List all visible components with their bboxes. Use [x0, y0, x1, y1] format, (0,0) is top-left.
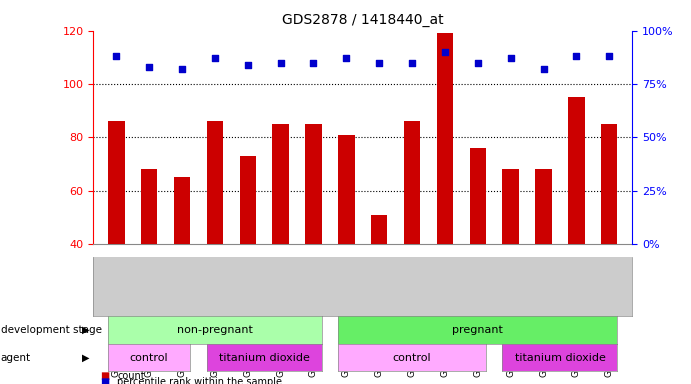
Point: [243, 62, 254, 68]
Bar: [371, 215, 388, 244]
Bar: [404, 121, 420, 244]
Point: [538, 66, 549, 72]
Text: development stage: development stage: [1, 325, 102, 335]
Text: control: control: [392, 353, 431, 362]
Text: titanium dioxide: titanium dioxide: [219, 353, 310, 362]
Text: titanium dioxide: titanium dioxide: [515, 353, 605, 362]
Bar: [502, 169, 519, 244]
Text: ▶: ▶: [82, 353, 89, 362]
Point: [439, 49, 451, 55]
Bar: [601, 124, 618, 244]
Text: non-pregnant: non-pregnant: [177, 325, 253, 335]
Point: [374, 60, 385, 66]
Bar: [470, 148, 486, 244]
Point: [275, 60, 286, 66]
Point: [111, 53, 122, 60]
Point: [604, 53, 615, 60]
Text: ▶: ▶: [82, 325, 89, 335]
Bar: [305, 124, 322, 244]
Text: control: control: [130, 353, 169, 362]
Bar: [174, 177, 190, 244]
Point: [308, 60, 319, 66]
Bar: [108, 121, 124, 244]
Point: [341, 55, 352, 61]
Point: [505, 55, 516, 61]
Title: GDS2878 / 1418440_at: GDS2878 / 1418440_at: [282, 13, 444, 27]
Bar: [272, 124, 289, 244]
Bar: [536, 169, 551, 244]
Bar: [338, 135, 354, 244]
Point: [176, 66, 187, 72]
Point: [472, 60, 483, 66]
Bar: [207, 121, 223, 244]
Text: pregnant: pregnant: [453, 325, 503, 335]
Text: agent: agent: [1, 353, 31, 362]
Text: ■: ■: [100, 371, 109, 381]
Text: percentile rank within the sample: percentile rank within the sample: [117, 377, 283, 384]
Point: [144, 64, 155, 70]
Point: [406, 60, 417, 66]
Bar: [437, 33, 453, 244]
Text: ■: ■: [100, 377, 109, 384]
Point: [209, 55, 220, 61]
Bar: [568, 97, 585, 244]
Text: count: count: [117, 371, 145, 381]
Bar: [240, 156, 256, 244]
Point: [571, 53, 582, 60]
Bar: [141, 169, 158, 244]
